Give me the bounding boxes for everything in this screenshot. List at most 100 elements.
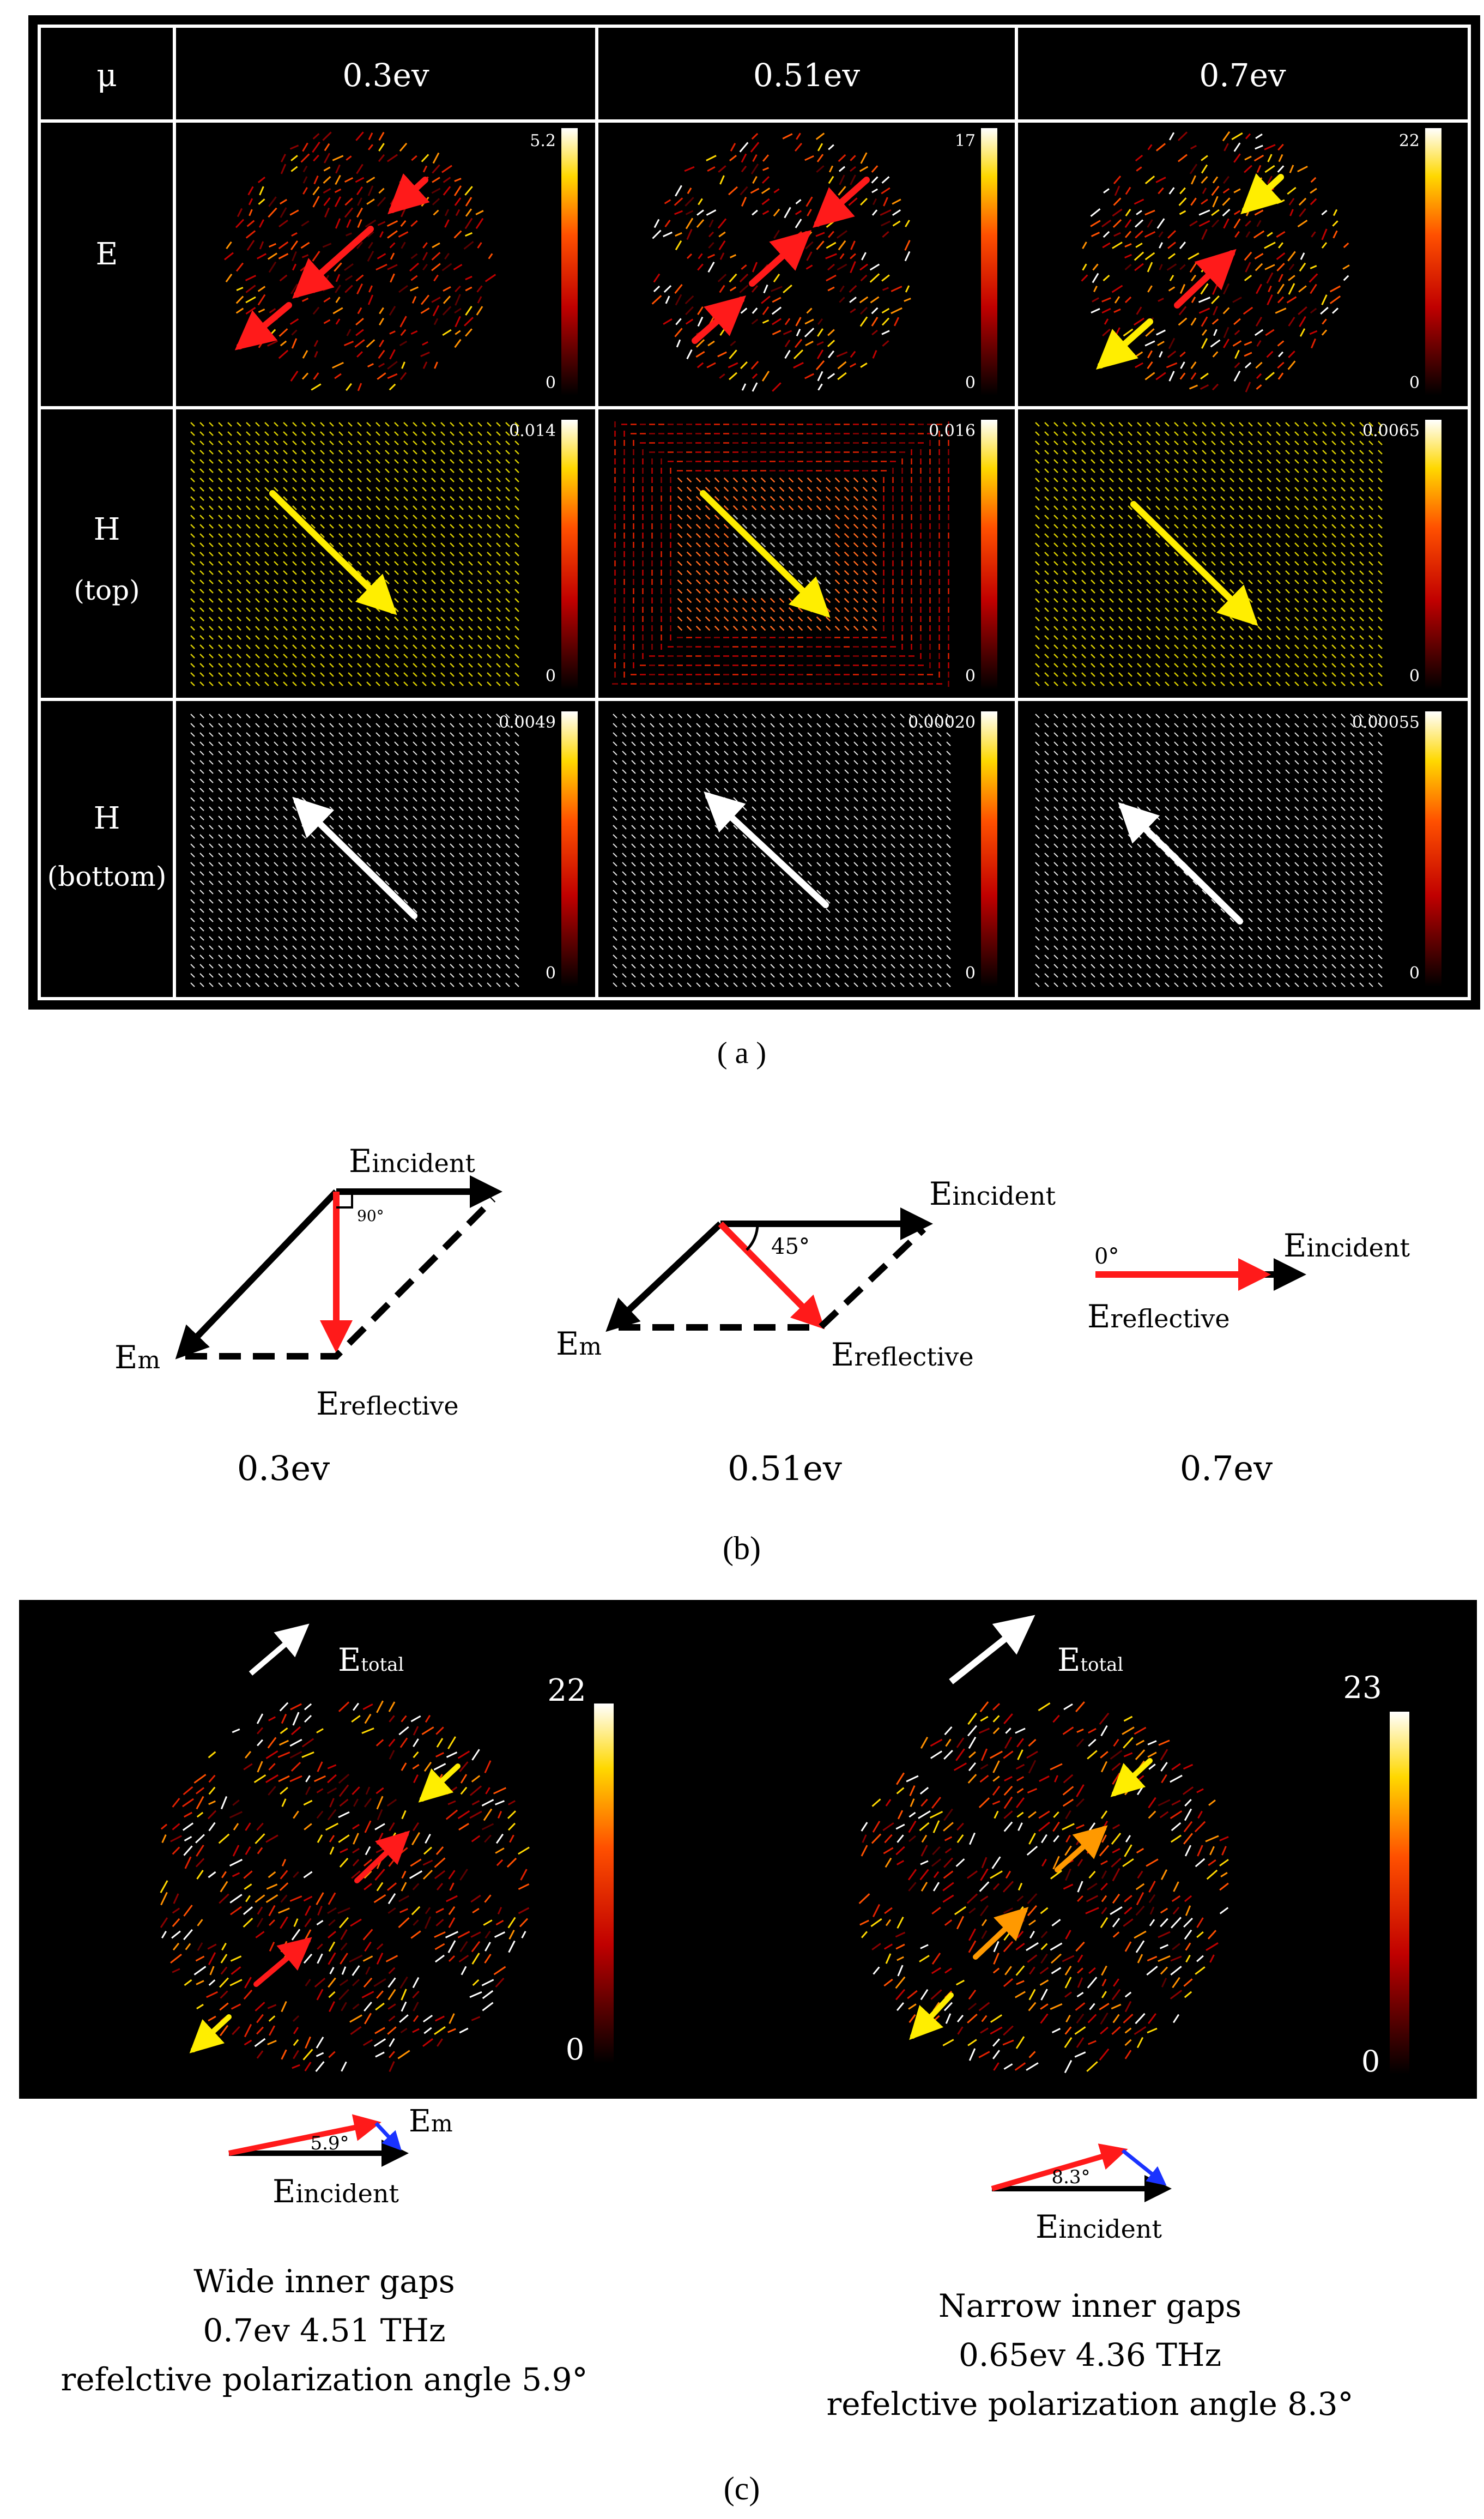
field-vector [283, 515, 288, 519]
field-vector [714, 588, 720, 594]
field-vector [1276, 515, 1281, 519]
field-vector [705, 523, 711, 529]
field-vector [357, 917, 362, 922]
field-vector [1220, 561, 1225, 566]
field-vector [1285, 468, 1290, 473]
field-vector [375, 815, 380, 820]
field-vector [375, 487, 380, 492]
field-vector [1378, 561, 1383, 566]
field-vector [283, 552, 288, 557]
field-vector [468, 635, 473, 640]
field-vector [779, 616, 785, 622]
field-vector [514, 751, 519, 756]
field-vector [450, 853, 455, 857]
field-vector [289, 318, 299, 325]
field-vector [301, 422, 306, 427]
field-vector [686, 551, 692, 557]
field-vector [1276, 589, 1281, 594]
field-vector [422, 806, 427, 811]
field-vector [338, 487, 343, 492]
field-vector [1063, 626, 1068, 631]
field-vector [1183, 487, 1188, 492]
field-vector [487, 853, 492, 857]
field-vector [1285, 617, 1290, 621]
field-vector [385, 815, 390, 820]
field-vector [440, 505, 445, 510]
field-vector [1183, 459, 1188, 464]
field-vector [218, 681, 223, 686]
field-vector [1128, 635, 1132, 640]
field-vector [1044, 496, 1049, 501]
field-vector [403, 862, 408, 867]
field-vector [459, 644, 464, 649]
field-vector [844, 514, 850, 520]
field-vector [882, 287, 889, 291]
field-vector [514, 589, 519, 594]
field-vector [431, 542, 436, 547]
field-vector [1211, 505, 1216, 510]
field-vector [432, 242, 440, 249]
field-vector [311, 936, 316, 941]
field-vector [1211, 431, 1216, 436]
field-vector [338, 440, 343, 445]
field-vector [1183, 626, 1188, 631]
field-vector [862, 625, 868, 631]
field-vector [246, 778, 251, 783]
field-vector [1177, 131, 1188, 141]
field-vector [770, 542, 776, 548]
field-vector [871, 533, 877, 539]
field-vector [432, 177, 440, 183]
field-vector [227, 741, 232, 746]
field-vector [301, 254, 309, 258]
field-vector [1222, 307, 1230, 315]
field-vector [283, 468, 288, 473]
field-vector [394, 515, 399, 519]
field-vector [311, 760, 316, 765]
field-vector [505, 908, 510, 913]
field-vector [357, 681, 362, 686]
field-vector [871, 307, 879, 315]
field-vector [1229, 431, 1234, 436]
field-vector [1378, 478, 1383, 482]
field-vector [237, 626, 241, 631]
field-vector [264, 635, 269, 640]
field-vector [1267, 681, 1271, 686]
field-vector [496, 626, 501, 631]
field-vector [199, 515, 204, 519]
field-vector [264, 815, 269, 820]
field-vector [1267, 635, 1271, 640]
field-vector [225, 274, 233, 282]
field-vector [264, 487, 269, 492]
field-vector [459, 741, 464, 746]
field-vector [514, 945, 519, 950]
field-vector [1285, 654, 1290, 659]
field-vector [1091, 524, 1095, 529]
field-vector [366, 936, 371, 941]
field-vector [237, 899, 241, 904]
panel-a-background [28, 15, 1480, 1010]
field-vector [237, 681, 241, 686]
field-vector [1343, 242, 1349, 249]
field-vector [1118, 496, 1123, 501]
field-vector [1168, 286, 1176, 292]
field-vector [403, 714, 408, 718]
field-vector [1256, 283, 1262, 294]
field-vector [450, 487, 455, 492]
field-vector [1109, 626, 1114, 631]
field-vector [751, 570, 757, 576]
field-vector [487, 672, 492, 677]
field-vector [496, 672, 501, 677]
field-vector [218, 496, 223, 501]
field-vector [844, 551, 850, 557]
field-vector [1255, 361, 1263, 369]
field-vector [496, 834, 501, 839]
field-vector [190, 899, 195, 904]
field-vector [413, 478, 417, 482]
field-vector [1081, 598, 1086, 603]
field-vector [1144, 372, 1155, 380]
field-vector [329, 945, 334, 950]
field-vector [783, 284, 792, 294]
field-vector [300, 241, 310, 249]
field-vector [1297, 165, 1308, 173]
field-vector [199, 542, 204, 547]
